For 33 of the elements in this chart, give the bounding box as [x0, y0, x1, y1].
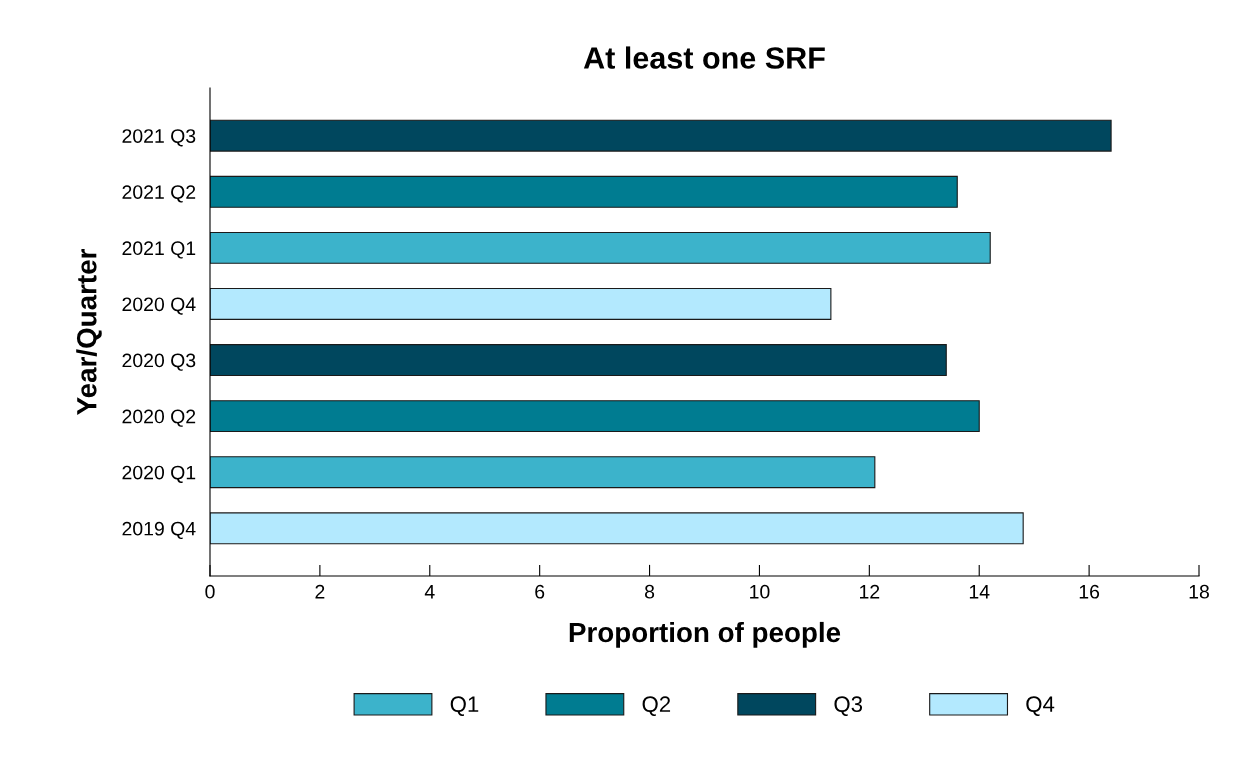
legend-label: Q3: [834, 696, 863, 717]
legend-label: Q4: [1026, 696, 1055, 717]
bar: [210, 400, 980, 433]
y-tick-label: 2020 Q2: [122, 409, 196, 427]
y-tick-label: 2020 Q1: [122, 465, 196, 483]
x-tick-label: 16: [1079, 584, 1100, 599]
legend-label: Q1: [450, 696, 479, 717]
y-tick-label: 2020 Q4: [122, 297, 196, 315]
bar: [210, 344, 947, 377]
bar: [210, 512, 1024, 545]
y-tick-label: 2021 Q2: [122, 185, 196, 203]
x-axis-title: Proportion of people: [569, 621, 841, 648]
legend-label: Q2: [642, 696, 671, 717]
bar: [210, 231, 991, 264]
chart-title: At least one SRF: [583, 46, 825, 69]
bar: [210, 456, 876, 489]
y-axis-title: Year/Quarter: [76, 249, 102, 415]
bar: [210, 175, 958, 208]
x-tick-label: 0: [205, 584, 215, 599]
bar: [210, 287, 832, 320]
x-tick-label: 10: [750, 584, 770, 599]
x-tick-label: 18: [1189, 584, 1209, 599]
y-tick-label: 2021 Q3: [122, 129, 196, 147]
y-tick-label: 2019 Q4: [122, 521, 196, 540]
x-tick-label: 14: [969, 585, 990, 599]
y-tick-label: 2021 Q1: [122, 241, 196, 259]
x-tick-label: 2: [315, 584, 325, 599]
x-tick-label: 12: [860, 584, 880, 599]
x-tick-label: 4: [424, 585, 435, 599]
x-tick-label: 6: [535, 584, 545, 599]
bar: [210, 119, 1112, 152]
x-tick-label: 8: [644, 584, 655, 599]
y-tick-label: 2020 Q3: [122, 353, 196, 371]
